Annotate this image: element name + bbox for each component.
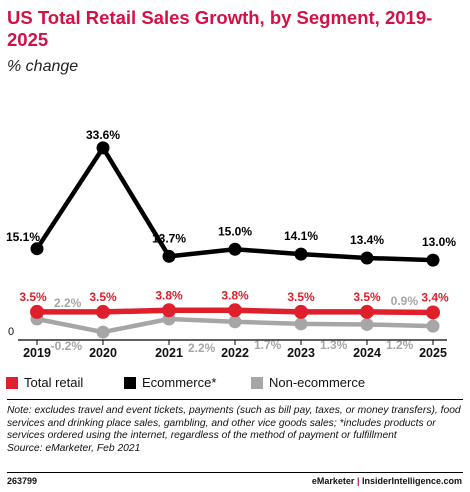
point-ecommerce-2021	[162, 249, 176, 263]
note-text: Note: excludes travel and event tickets,…	[7, 405, 461, 442]
data-label-non-ecommerce-2020: -0.2%	[51, 339, 83, 353]
data-label-ecommerce-2021: 13.7%	[152, 231, 186, 245]
data-label-non-ecommerce-2025: 0.9%	[391, 294, 419, 308]
point-ecommerce-2019	[30, 242, 44, 256]
y-axis-zero-label: 0	[8, 326, 14, 338]
legend-item-total-retail: Total retail	[6, 375, 83, 390]
data-label-non-ecommerce-2021: 2.2%	[188, 341, 216, 355]
point-non-ecommerce-2022	[228, 315, 242, 329]
x-tick-label-2023: 2023	[287, 346, 315, 360]
legend-swatch-ecommerce	[124, 376, 136, 389]
point-non-ecommerce-2020	[96, 325, 110, 339]
data-label-total-retail-2025: 3.4%	[421, 290, 449, 304]
data-label-ecommerce-2020: 33.6%	[86, 128, 120, 142]
point-ecommerce-2022	[228, 242, 242, 256]
point-non-ecommerce-2025	[426, 319, 440, 333]
point-total-retail-2020	[96, 304, 110, 319]
point-total-retail-2022	[228, 303, 242, 318]
x-tick-label-2022: 2022	[221, 346, 249, 360]
brand-credit: eMarketer | InsiderIntelligence.com	[312, 476, 462, 486]
point-ecommerce-2024	[360, 251, 374, 265]
brand-insider: InsiderIntelligence.com	[361, 476, 462, 486]
point-ecommerce-2020	[96, 141, 110, 155]
data-label-non-ecommerce-2022: 1.7%	[254, 338, 282, 352]
footer-divider	[7, 472, 463, 473]
legend-label-total-retail: Total retail	[24, 375, 84, 390]
legend-label-ecommerce: Ecommerce*	[142, 375, 217, 390]
data-label-non-ecommerce-2024: 1.2%	[386, 338, 414, 352]
point-total-retail-2024	[360, 304, 374, 319]
data-label-total-retail-2023: 3.5%	[287, 290, 315, 304]
legend: Total retail Ecommerce* Non-ecommerce	[6, 375, 456, 391]
chart-title: US Total Retail Sales Growth, by Segment…	[7, 7, 433, 50]
data-label-ecommerce-2023: 14.1%	[284, 229, 318, 243]
point-ecommerce-2023	[294, 247, 308, 261]
series-points	[30, 141, 440, 339]
x-tick-label-2025: 2025	[419, 346, 447, 360]
x-tick-label-2021: 2021	[155, 346, 183, 360]
data-label-total-retail-2019: 3.5%	[19, 290, 47, 304]
brand-emarketer: eMarketer	[311, 476, 355, 486]
legend-item-non-ecommerce: Non-ecommerce	[251, 375, 365, 390]
point-total-retail-2021	[162, 303, 176, 318]
point-ecommerce-2025	[426, 253, 440, 267]
chart-subtitle: % change	[7, 58, 79, 75]
data-label-ecommerce-2019: 15.1%	[6, 230, 40, 244]
x-tick-label-2024: 2024	[353, 346, 381, 360]
data-label-ecommerce-2022: 15.0%	[218, 224, 252, 238]
legend-item-ecommerce: Ecommerce*	[124, 375, 216, 390]
x-tick-label-2020: 2020	[89, 346, 117, 360]
x-tick-label-2019: 2019	[23, 346, 51, 360]
data-label-ecommerce-2024: 13.4%	[350, 233, 384, 247]
data-label-total-retail-2024: 3.5%	[353, 290, 381, 304]
data-label-non-ecommerce-2019: 2.2%	[54, 296, 82, 310]
x-axis-ticks	[36, 340, 434, 345]
brand-separator: |	[354, 476, 362, 486]
point-non-ecommerce-2024	[360, 317, 374, 331]
point-total-retail-2025	[426, 305, 440, 320]
x-axis-labels: 2019 2020 2021 2022 2023 2024 2025	[23, 346, 447, 360]
data-label-total-retail-2021: 3.8%	[155, 288, 183, 302]
chart-id: 263799	[7, 476, 38, 486]
data-label-ecommerce-2025: 13.0%	[422, 235, 456, 249]
source-text: Source: eMarketer, Feb 2021	[7, 442, 141, 454]
data-label-non-ecommerce-2023: 1.3%	[320, 338, 348, 352]
point-total-retail-2019	[30, 304, 44, 319]
data-label-total-retail-2020: 3.5%	[89, 290, 117, 304]
legend-swatch-non-ecommerce	[251, 376, 263, 389]
line-chart: 0 2019 2020 2021 2022 2023 2024 2025 15.1% 33.6…	[6, 128, 456, 360]
notes-divider	[7, 399, 463, 400]
data-label-total-retail-2022: 3.8%	[221, 288, 249, 302]
point-total-retail-2023	[294, 304, 308, 319]
notes-block: Note: excludes travel and event tickets,…	[7, 405, 465, 455]
point-non-ecommerce-2023	[294, 317, 308, 331]
legend-swatch-total-retail	[6, 376, 18, 389]
legend-label-non-ecommerce: Non-ecommerce	[269, 375, 366, 390]
data-labels: 15.1% 33.6% 13.7% 15.0% 14.1% 13.4% 13.0% 3.5% 3…	[6, 128, 456, 355]
